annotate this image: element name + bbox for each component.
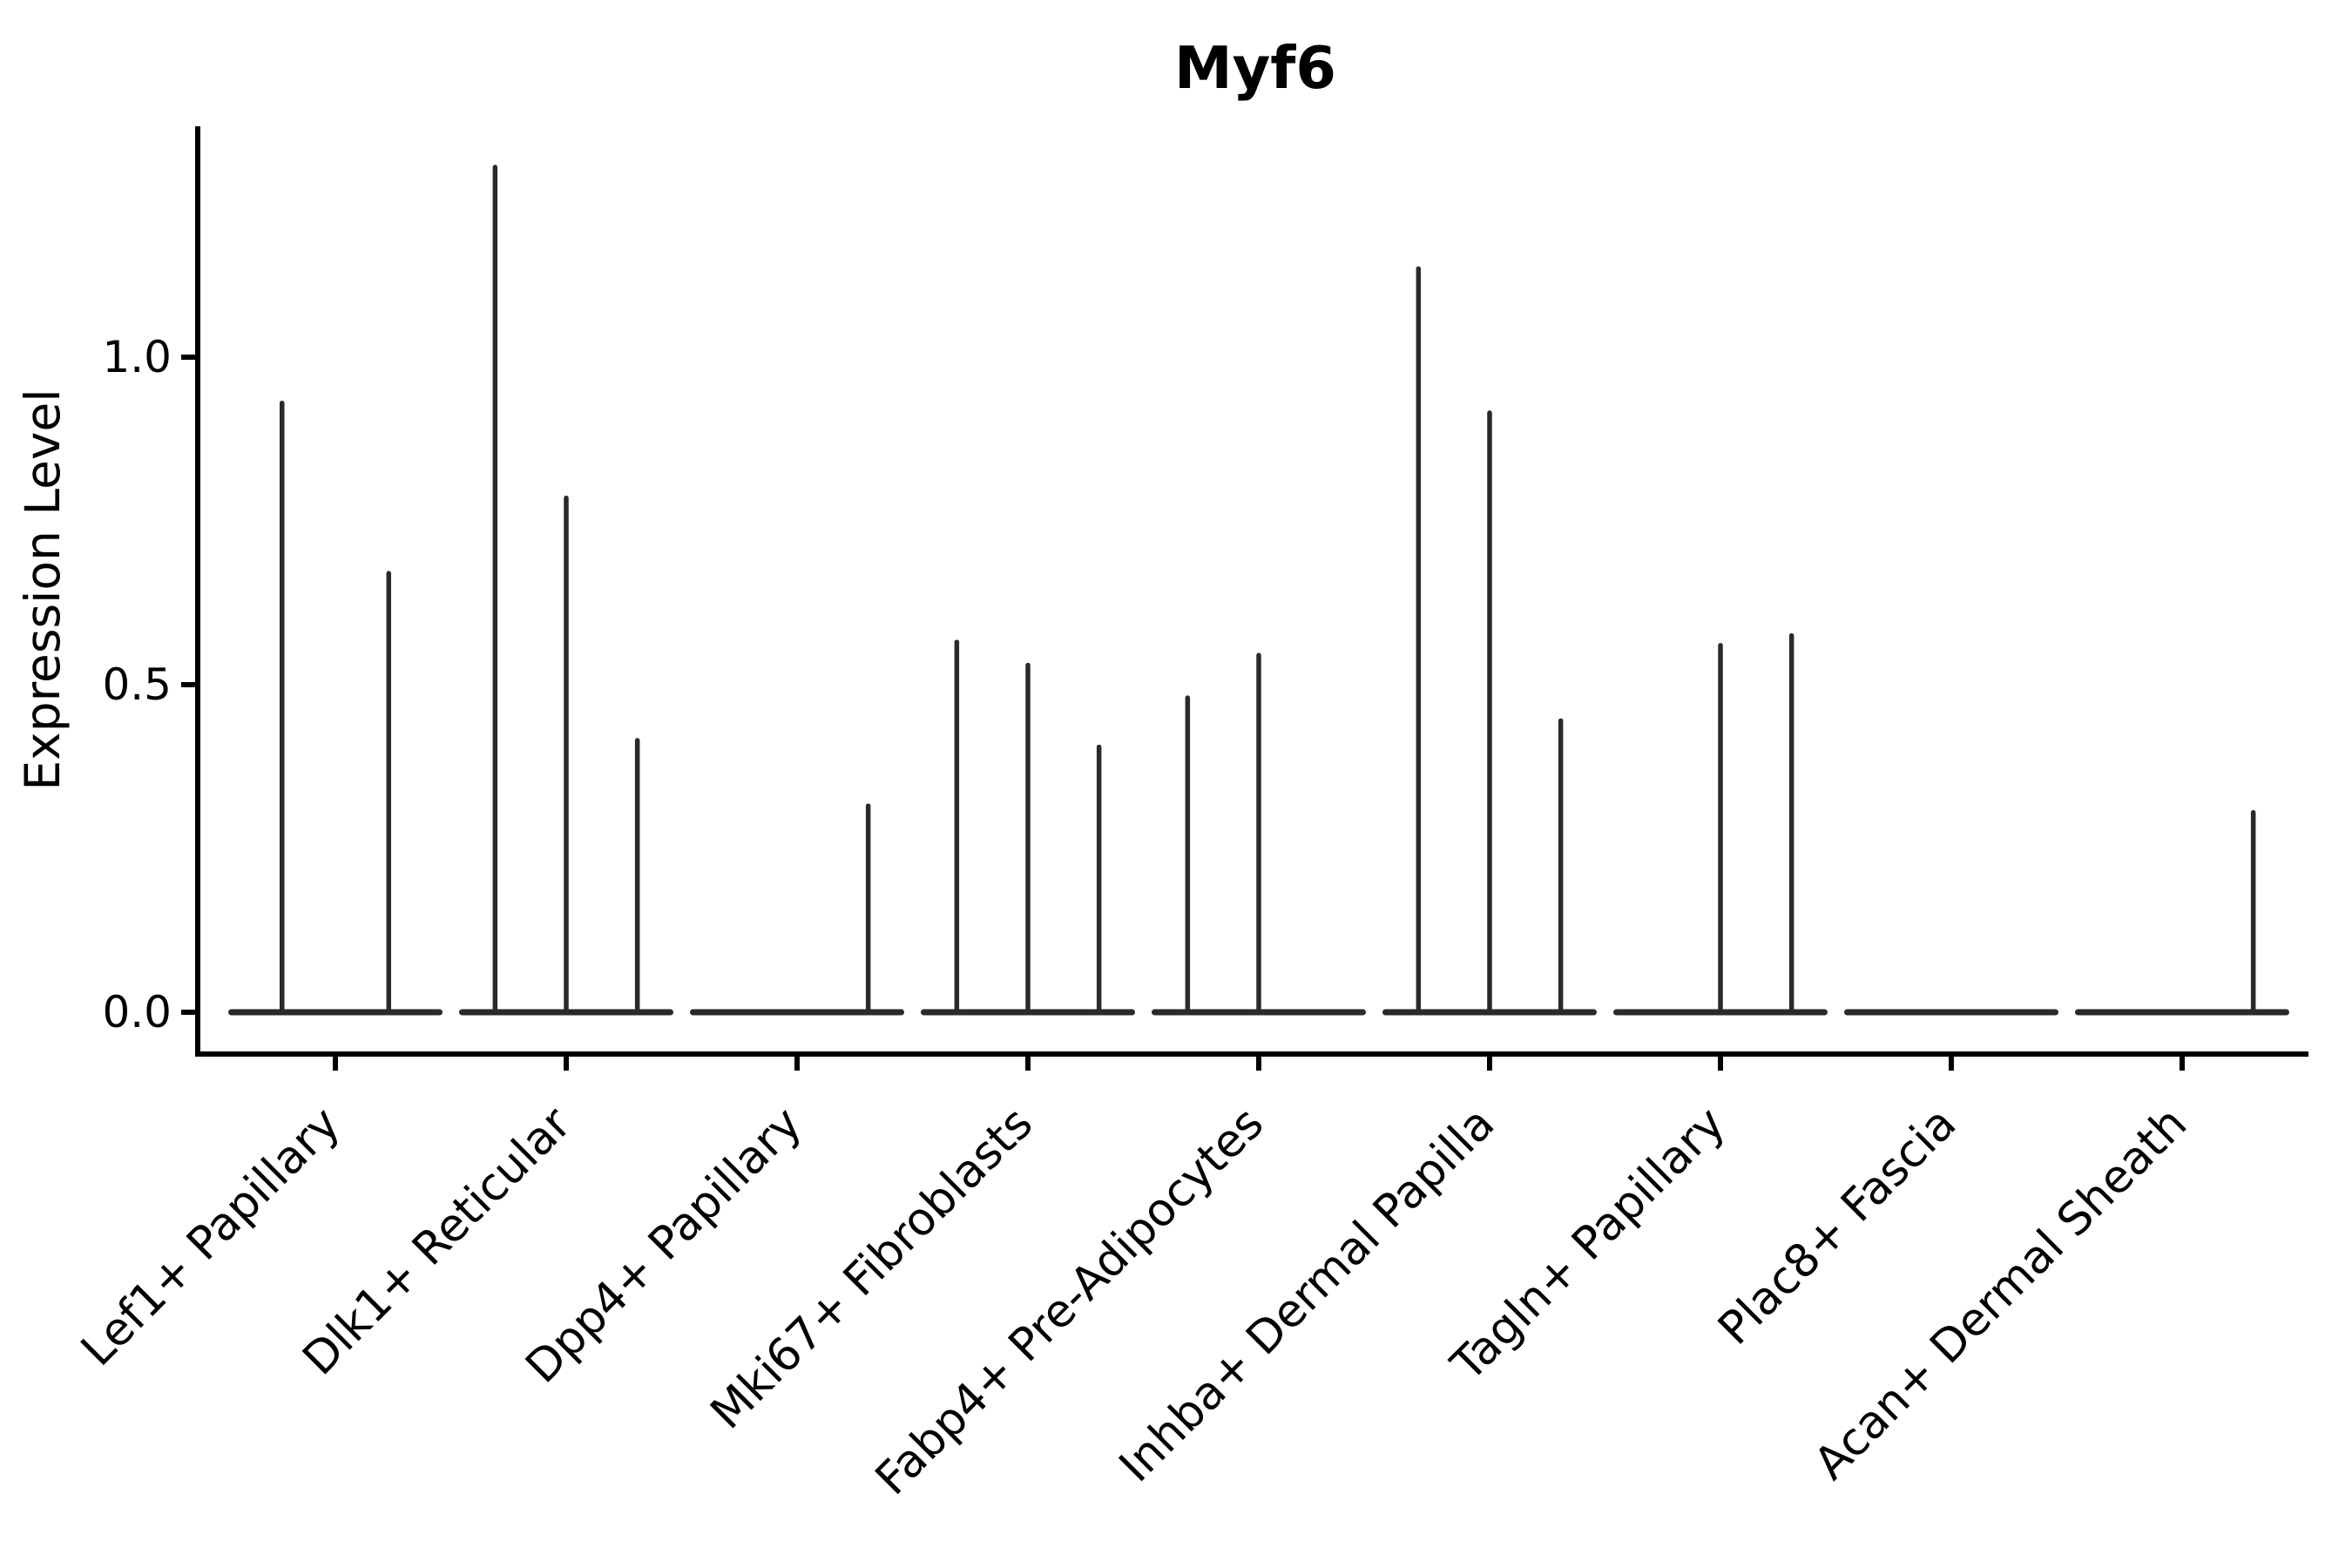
chart-title: Myf6 bbox=[1174, 34, 1336, 102]
y-tick-label-2: 1.0 bbox=[102, 332, 172, 382]
x-category-label-7: Plac8+ Fascia bbox=[1708, 1098, 1966, 1355]
y-tick-label-0: 0.0 bbox=[102, 987, 172, 1037]
y-tick-label-1: 0.5 bbox=[102, 659, 172, 710]
x-category-label-4: Fabp4+ Pre-Adipocytes bbox=[866, 1098, 1274, 1505]
x-category-label-8: Acan+ Dermal Sheath bbox=[1805, 1098, 2198, 1490]
x-category-label-5: Inhba+ Dermal Papilla bbox=[1110, 1098, 1504, 1492]
violin-series bbox=[228, 165, 2289, 1016]
axis-ticks bbox=[181, 355, 2185, 1071]
y-axis-label: Expression Level bbox=[15, 389, 71, 790]
